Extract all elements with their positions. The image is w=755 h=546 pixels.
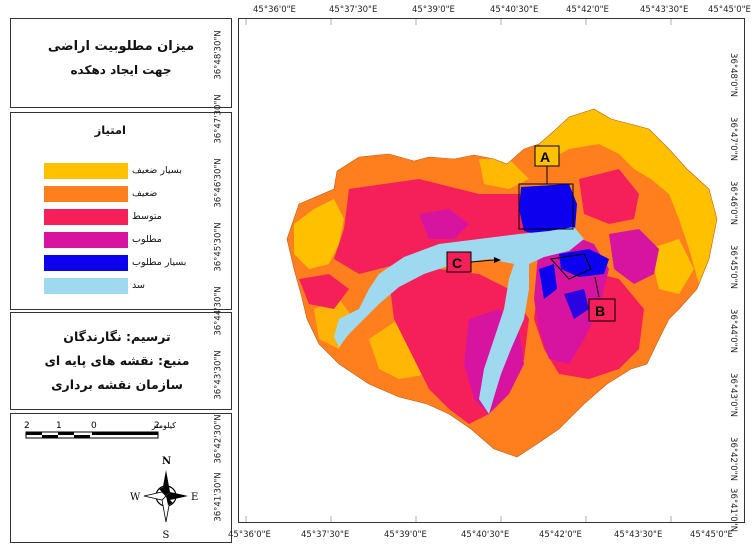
top-tick-label: 45°39'0"E: [412, 5, 455, 15]
scale-north-graphic: 2 1 0 2 کیلومتر N S: [24, 421, 198, 541]
callout-c: C: [446, 251, 501, 273]
callout-a: A: [518, 145, 574, 230]
west-label: W: [130, 492, 141, 503]
legend-item-very-good: بسیار مطلوب: [44, 255, 220, 271]
left-tick-label: 36°45'30"N: [213, 222, 224, 272]
right-tick-label: 36°48'0"N: [727, 53, 738, 97]
legend-label-weak: ضعیف: [132, 188, 158, 199]
credit-organization: سازمان نقشه برداری: [51, 377, 183, 392]
graticule-ticks: [245, 19, 672, 522]
suitability-map: A B C: [245, 19, 718, 522]
callout-a-label: A: [540, 149, 550, 165]
left-tick-label: 36°41'30"N: [213, 472, 224, 522]
scale-label-0: 0: [91, 421, 97, 431]
bottom-tick-label: 45°39'0"E: [384, 530, 427, 540]
legend-swatch-good: [44, 232, 128, 248]
top-tick-label: 45°45'0"E: [708, 5, 751, 15]
top-tick-label: 45°43'30"E: [640, 5, 689, 15]
credit-source: منبع: نقشه های پایه ای: [44, 353, 190, 368]
scale-unit: کیلومتر: [151, 421, 176, 430]
legend-item-dam: سد: [44, 278, 220, 294]
legend-swatch-weak: [44, 186, 128, 202]
scale-bar: 2 1 0 2 کیلومتر: [24, 421, 176, 439]
legend-label-good: مطلوب: [132, 234, 162, 245]
map-title-line1: میزان مطلوبیت اراضی: [47, 39, 195, 54]
bottom-tick-label: 45°43'30"E: [614, 530, 663, 540]
east-label: E: [191, 492, 198, 503]
callout-b: B: [550, 253, 616, 322]
left-tick-label: 36°42'30"N: [213, 414, 224, 464]
right-tick-label: 36°43'0"N: [727, 373, 738, 417]
top-tick-label: 45°42'0"E: [566, 5, 609, 15]
bottom-tick-label: 45°36'0"E: [228, 530, 271, 540]
left-tick-label: 36°43'30"N: [213, 350, 224, 400]
legend-box: امتیاز بسیار ضعیف ضعیف متوسط مطلوب بسیار…: [10, 112, 232, 310]
top-tick-label: 45°37'30"E: [329, 5, 378, 15]
north-label: N: [162, 456, 171, 467]
credit-author: ترسیم: نگارندگان: [63, 329, 171, 344]
right-tick-label: 36°45'0"N: [727, 245, 738, 289]
bottom-tick-label: 45°42'0"E: [539, 530, 582, 540]
left-tick-label: 36°46'30"N: [213, 158, 224, 208]
south-label: S: [163, 530, 170, 541]
scale-label-left: 2: [24, 421, 30, 431]
legend-label-very-weak: بسیار ضعیف: [132, 165, 182, 176]
callout-b-label: B: [595, 303, 605, 319]
legend-item-medium: متوسط: [44, 209, 220, 225]
legend-title: امتیاز: [94, 123, 126, 137]
legend-label-medium: متوسط: [132, 211, 162, 222]
scale-north-box: 2 1 0 2 کیلومتر N S: [10, 413, 232, 543]
left-tick-label: 36°47'30"N: [213, 94, 224, 144]
title-box: میزان مطلوبیت اراضی جهت ایجاد دهکده: [10, 18, 232, 108]
scale-label-1: 1: [56, 421, 62, 431]
legend-item-very-weak: بسیار ضعیف: [44, 163, 220, 179]
right-tick-label: 36°44'0"N: [727, 309, 738, 353]
legend-label-very-good: بسیار مطلوب: [132, 257, 187, 268]
legend-item-good: مطلوب: [44, 232, 220, 248]
top-tick-label: 45°40'30"E: [490, 5, 539, 15]
right-tick-label: 36°42'0"N: [727, 437, 738, 481]
right-tick-label: 36°47'0"N: [727, 117, 738, 161]
bottom-tick-label: 45°45'0"E: [690, 530, 733, 540]
top-tick-label: 45°36'0"E: [253, 5, 296, 15]
callout-c-label: C: [452, 255, 462, 271]
bottom-tick-label: 45°40'30"E: [461, 530, 510, 540]
scale-label-right: 2: [154, 421, 160, 431]
north-arrow: N S E W: [130, 456, 198, 541]
right-tick-label: 36°41'0"N: [727, 488, 738, 532]
legend-swatch-very-good: [44, 255, 128, 271]
left-tick-label: 36°48'30"N: [213, 30, 224, 80]
legend-swatch-dam: [44, 278, 128, 294]
map-title-line2: جهت ایجاد دهکده: [70, 63, 172, 77]
legend-label-dam: سد: [132, 280, 145, 291]
right-tick-label: 36°46'0"N: [727, 181, 738, 225]
legend-swatch-medium: [44, 209, 128, 225]
study-area-outline: [286, 108, 718, 458]
left-tick-label: 36°44'30"N: [213, 286, 224, 336]
legend-swatch-very-weak: [44, 163, 128, 179]
credits-box: ترسیم: نگارندگان منبع: نقشه های پایه ای …: [10, 312, 232, 410]
legend-item-weak: ضعیف: [44, 186, 220, 202]
bottom-tick-label: 45°37'30"E: [301, 530, 350, 540]
map-frame: A B C: [238, 18, 745, 523]
